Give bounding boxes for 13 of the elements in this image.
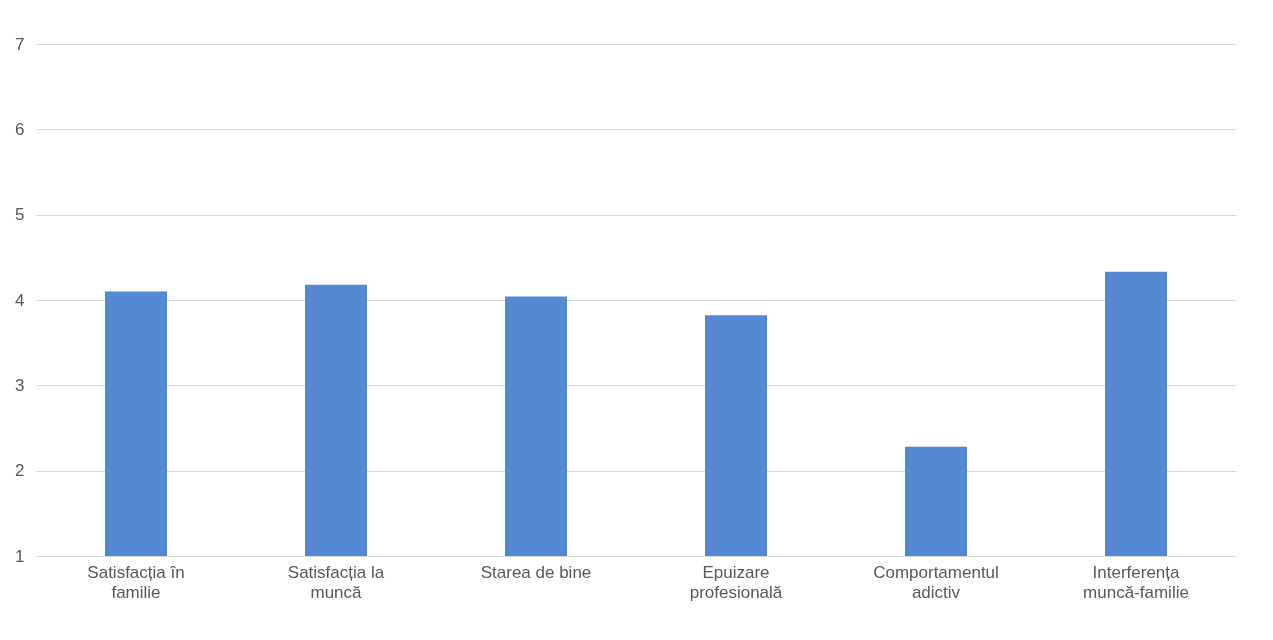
- x-tick-label: Epuizare profesională: [689, 562, 783, 602]
- y-tick-label: 4: [15, 290, 25, 310]
- x-tick-label: Satisfacția în familie: [87, 562, 185, 602]
- y-tick-label: 5: [15, 205, 25, 225]
- y-tick-label: 3: [15, 375, 25, 395]
- x-tick-label: Comportamentul adictiv: [873, 562, 999, 602]
- y-tick-label: 2: [15, 461, 25, 481]
- x-tick-label: Starea de bine: [480, 562, 592, 582]
- x-tick-label: Satisfacția la muncă: [287, 562, 385, 602]
- y-tick-label: 6: [15, 119, 25, 139]
- y-tick-label: 1: [15, 546, 25, 566]
- x-tick-label: Interferența muncă-familie: [1083, 562, 1189, 602]
- y-tick-label: 7: [15, 34, 25, 54]
